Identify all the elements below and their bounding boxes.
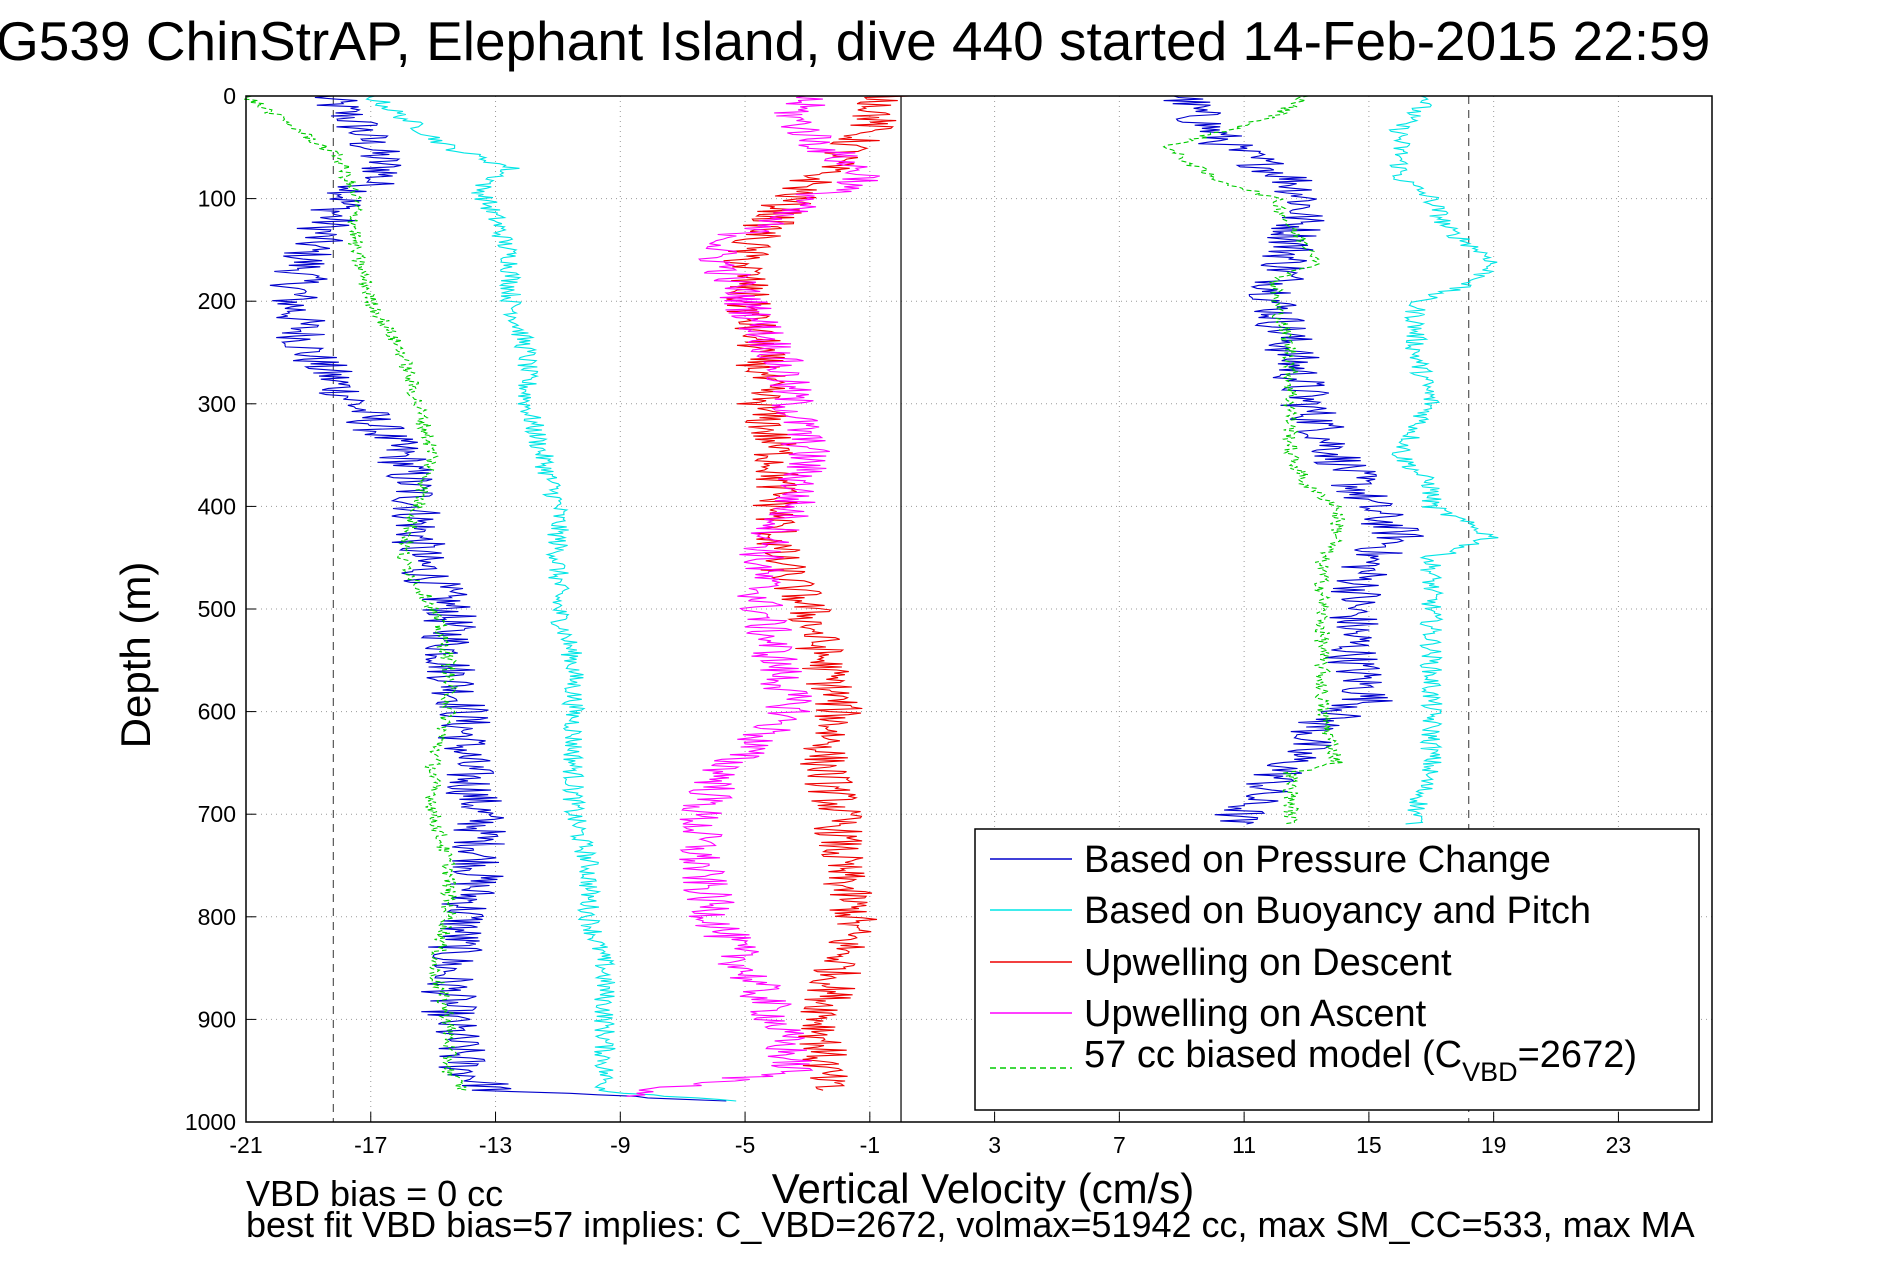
legend-label-model: 57 cc biased model (CVBD=2672)	[1084, 1034, 1637, 1087]
series-line-4-0	[243, 95, 469, 1091]
x-tick-label: -5	[735, 1132, 755, 1158]
x-tick-label: 3	[988, 1132, 1001, 1158]
y-tick-label: 400	[198, 493, 236, 519]
series-line-0-1	[1163, 95, 1424, 825]
x-tick-label: -13	[479, 1132, 512, 1158]
series-line-3-0	[626, 95, 880, 1097]
x-tick-label: 11	[1232, 1132, 1256, 1158]
y-tick-label: 700	[198, 801, 236, 827]
x-axis-ticks: -21 -17 -13 -9 -5 -1 3 7 11 15 19 23	[229, 1112, 1631, 1158]
y-tick-label: 100	[198, 186, 236, 212]
legend-model-end: =2672)	[1518, 1034, 1637, 1076]
x-tick-label: -1	[860, 1132, 880, 1158]
y-tick-label: 1000	[185, 1109, 236, 1135]
x-tick-label: 23	[1606, 1132, 1632, 1158]
y-tick-label: 500	[198, 596, 236, 622]
y-tick-label: 300	[198, 391, 236, 417]
y-tick-label: 800	[198, 904, 236, 930]
legend-box	[974, 828, 1700, 1111]
vbd-bias-note: VBD bias = 0 cc	[246, 1173, 503, 1214]
data-series	[243, 95, 1499, 1102]
y-axis-ticks: 0 100 200 300 400 500 600 700 800 900 1000	[185, 83, 256, 1135]
y-tick-label: 200	[198, 288, 236, 314]
series-line-0-0	[269, 95, 727, 1102]
series-line-1-1	[1388, 95, 1499, 825]
legend-model-sub: VBD	[1462, 1057, 1518, 1087]
x-tick-label: 7	[1113, 1132, 1126, 1158]
y-axis-label: Depth (m)	[112, 562, 159, 749]
y-tick-label: 600	[198, 699, 236, 725]
legend-label-ascent: Upwelling on Ascent	[1084, 993, 1427, 1035]
series-line-2-0	[723, 95, 910, 1091]
x-tick-label: -9	[610, 1132, 630, 1158]
x-axis-label: Vertical Velocity (cm/s)	[772, 1165, 1194, 1212]
chart-title: G539 ChinStrAP, Elephant Island, dive 44…	[0, 10, 1710, 72]
best-fit-note: best fit VBD bias=57 implies: C_VBD=2672…	[246, 1204, 1695, 1245]
x-tick-label: 15	[1356, 1132, 1382, 1158]
series-line-4-1	[1162, 95, 1346, 825]
y-tick-label: 0	[223, 83, 236, 109]
legend: Based on Pressure Change Based on Buoyan…	[974, 828, 1700, 1111]
legend-label-descent: Upwelling on Descent	[1084, 942, 1452, 984]
x-tick-label: -21	[229, 1132, 262, 1158]
legend-label-pressure: Based on Pressure Change	[1084, 839, 1551, 881]
series-line-1-0	[365, 95, 737, 1102]
x-tick-label: -17	[354, 1132, 387, 1158]
legend-model-main: 57 cc biased model (C	[1084, 1034, 1462, 1076]
legend-label-buoyancy: Based on Buoyancy and Pitch	[1084, 890, 1591, 932]
x-tick-label: 19	[1481, 1132, 1507, 1158]
y-tick-label: 900	[198, 1006, 236, 1032]
